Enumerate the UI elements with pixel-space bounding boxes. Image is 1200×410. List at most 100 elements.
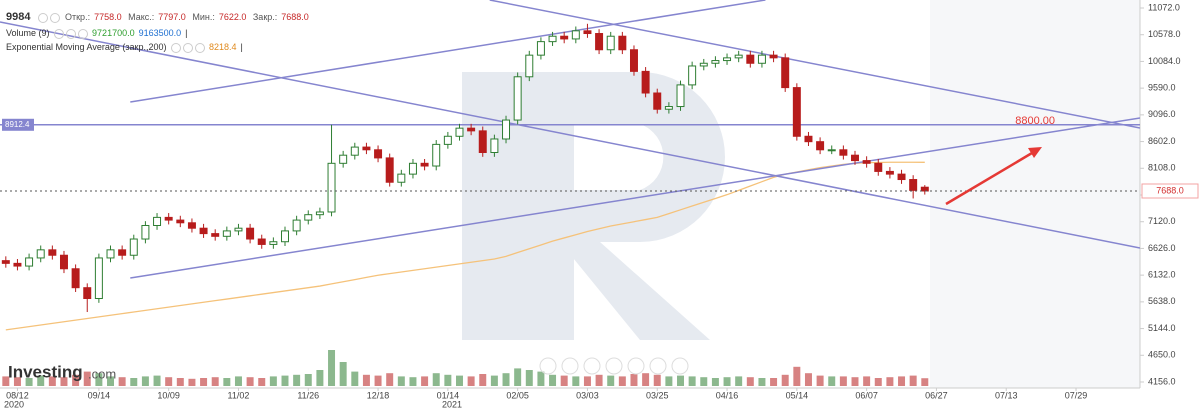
brand-suffix: .com — [88, 366, 116, 381]
candle-body — [536, 41, 545, 56]
candle-body — [885, 170, 894, 175]
volume-bar — [688, 376, 696, 386]
field-value: 7758.0 — [94, 12, 122, 22]
volume-bar — [211, 377, 219, 386]
tool-button[interactable] — [649, 357, 667, 375]
y-tick-label: 10578.0 — [1148, 29, 1181, 39]
x-tick-label: 09/14 — [88, 390, 111, 400]
brand-name: Investing — [8, 362, 83, 381]
ema-legend: Exponential Moving Average (закр.,200) 8… — [6, 42, 243, 53]
candle-body — [83, 287, 92, 300]
volume-bar — [130, 378, 138, 386]
volume-bar — [595, 374, 603, 386]
candle-body — [374, 149, 383, 159]
tool-button[interactable] — [671, 357, 689, 375]
volume-bar — [409, 377, 417, 386]
candle-body — [467, 127, 476, 132]
volume-bar — [118, 377, 126, 386]
y-tick-label: 6132.0 — [1148, 270, 1176, 280]
tool-button[interactable] — [561, 357, 579, 375]
trendline — [489, 0, 1140, 129]
volume-bar — [176, 378, 184, 386]
tool-button[interactable] — [605, 357, 623, 375]
candle-body — [490, 138, 499, 153]
candle-body — [723, 57, 732, 62]
candle-body — [560, 35, 569, 40]
arrow — [945, 147, 1042, 206]
candle-body — [281, 230, 289, 243]
volume-bar — [200, 378, 208, 386]
volume-bar — [677, 375, 684, 386]
tool-button[interactable] — [627, 357, 645, 375]
volume-bar — [467, 376, 475, 386]
candle-body — [664, 106, 673, 110]
volume-bar — [758, 378, 766, 386]
volume-bar — [60, 377, 68, 386]
volume-bar — [141, 376, 149, 386]
volume-bar — [386, 373, 394, 386]
candle-body — [851, 154, 859, 162]
candle-body — [629, 49, 638, 72]
candle-body — [71, 268, 80, 289]
y-tick-label: 5638.0 — [1148, 296, 1176, 306]
target-label: 8800.00 — [1015, 115, 1055, 127]
candle-body — [153, 216, 162, 226]
candle-body — [397, 173, 406, 183]
volume-bar — [165, 377, 173, 386]
candle-body — [13, 262, 22, 267]
candle-body — [920, 186, 929, 192]
volume-bar — [642, 373, 650, 386]
field-label: Макс.: — [128, 12, 155, 22]
volume-bar — [770, 378, 778, 386]
volume-bar — [479, 374, 487, 386]
trendline — [0, 21, 1140, 249]
volume-bar — [362, 374, 370, 386]
candle-body — [513, 76, 522, 121]
tool-button[interactable] — [539, 357, 557, 375]
candle-body — [525, 54, 534, 78]
candle-body — [199, 227, 208, 235]
y-tick-label: 9096.0 — [1148, 109, 1176, 119]
volume-bar — [804, 373, 812, 386]
volume-bar — [537, 371, 545, 386]
volume-bar — [514, 368, 522, 386]
candle-body — [746, 54, 755, 64]
volume-bar — [839, 376, 847, 386]
candle-body — [827, 149, 836, 152]
volume-label: Volume (9) — [6, 28, 50, 38]
x-tick-label: 03/25 — [646, 390, 669, 400]
year-label: 2021 — [442, 399, 462, 409]
candle-body — [618, 35, 627, 51]
volume-bar — [490, 375, 498, 386]
candle-body — [234, 227, 243, 232]
candle-body — [432, 143, 441, 167]
candle-body — [118, 249, 127, 256]
volume-bar — [549, 374, 557, 386]
tool-button[interactable] — [583, 357, 601, 375]
volume-bar — [269, 376, 277, 386]
candle-body — [734, 54, 743, 59]
volume-bar — [618, 376, 626, 386]
last-price-box — [1141, 183, 1199, 199]
volume-bar — [898, 376, 906, 386]
candle-body — [339, 154, 348, 164]
candle-body — [164, 216, 173, 221]
volume-bar — [83, 371, 91, 386]
trendline — [130, 0, 766, 103]
volume-bar — [921, 378, 929, 386]
candle-body — [327, 162, 336, 213]
volume-bar — [316, 370, 324, 386]
y-tick-label: 10084.0 — [1148, 56, 1181, 66]
year-label: 2020 — [4, 399, 24, 409]
volume-bar — [95, 373, 103, 386]
candle-body — [1, 260, 10, 264]
candle-body — [211, 233, 220, 237]
candle-body — [792, 87, 801, 137]
volume-bar — [572, 376, 580, 386]
candle-body — [292, 219, 301, 232]
y-tick-label: 5144.0 — [1148, 323, 1176, 333]
candle-body — [583, 30, 592, 35]
ema-value: 8218.4 — [209, 42, 237, 52]
y-tick-label: 8602.0 — [1148, 136, 1176, 146]
candle-body — [711, 60, 720, 64]
